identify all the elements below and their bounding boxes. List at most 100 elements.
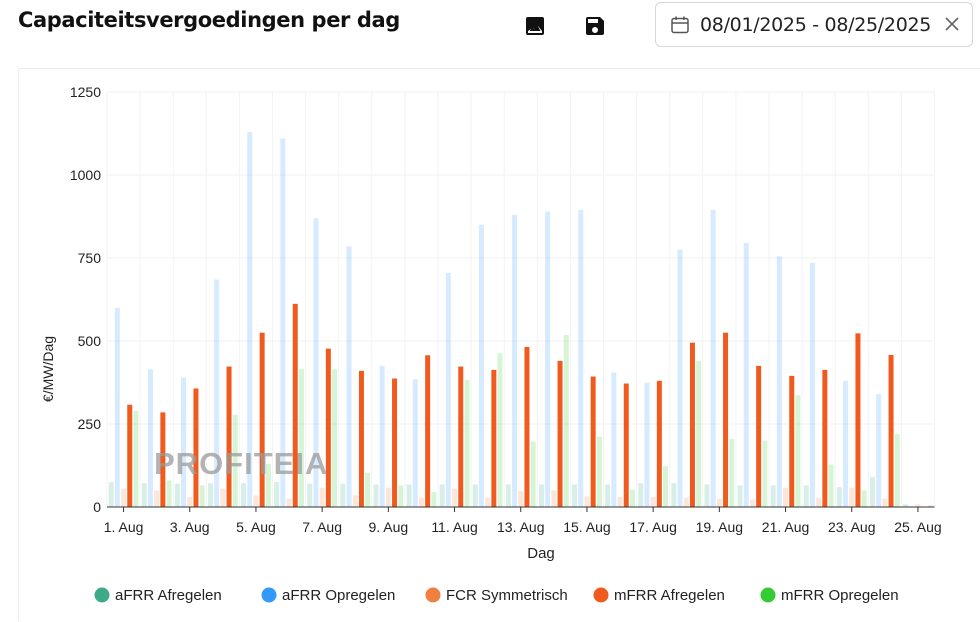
bar-mfrr-opregelen-16 xyxy=(663,466,669,507)
bar-fcr-symmetrisch-8 xyxy=(385,487,391,507)
bar-afrr-afregelen-21 xyxy=(803,485,809,507)
bar-fcr-symmetrisch-20 xyxy=(783,487,789,507)
bar-mfrr-afregelen-22 xyxy=(855,333,861,507)
bar-afrr-afregelen-5 xyxy=(274,482,280,507)
bar-afrr-opregelen-8 xyxy=(379,365,385,507)
bar-afrr-afregelen-17 xyxy=(671,483,677,507)
date-range-picker[interactable]: 08/01/2025 - 08/25/2025 xyxy=(655,2,973,47)
bar-mfrr-opregelen-7 xyxy=(365,472,371,507)
bar-afrr-afregelen-16 xyxy=(638,483,644,507)
bar-mfrr-opregelen-12 xyxy=(530,441,536,507)
bar-mfrr-afregelen-21 xyxy=(822,369,828,507)
bar-mfrr-opregelen-4 xyxy=(265,463,271,507)
bar-afrr-afregelen-11 xyxy=(472,484,478,507)
bar-fcr-symmetrisch-11 xyxy=(485,497,491,507)
y-tick-label-4: 1000 xyxy=(70,167,101,183)
close-icon[interactable] xyxy=(942,14,962,34)
bar-mfrr-opregelen-0 xyxy=(133,410,139,507)
bar-fcr-symmetrisch-16 xyxy=(650,497,656,507)
x-axis-label: Dag xyxy=(527,545,555,562)
bar-afrr-opregelen-1 xyxy=(147,369,153,507)
bar-mfrr-afregelen-13 xyxy=(557,360,563,507)
x-tick-label-10: 21. Aug xyxy=(762,519,810,535)
bar-mfrr-afregelen-9 xyxy=(425,355,431,507)
bar-fcr-symmetrisch-18 xyxy=(716,498,722,507)
y-tick-label-1: 250 xyxy=(78,416,102,432)
bar-afrr-afregelen-7 xyxy=(340,483,346,507)
bar-mfrr-afregelen-1 xyxy=(160,412,166,507)
bar-afrr-opregelen-15 xyxy=(611,372,617,507)
legend-item-1: aFRR Opregelen xyxy=(261,587,395,604)
bar-mfrr-afregelen-5 xyxy=(292,303,298,507)
bar-mfrr-opregelen-17 xyxy=(696,360,702,507)
bar-afrr-opregelen-11 xyxy=(478,224,484,508)
bar-mfrr-opregelen-11 xyxy=(497,353,503,507)
bar-mfrr-opregelen-14 xyxy=(596,436,602,507)
y-tick-label-2: 500 xyxy=(78,333,102,349)
legend-label-3: mFRR Afregelen xyxy=(614,587,725,604)
image-icon[interactable] xyxy=(523,14,547,38)
bar-mfrr-afregelen-17 xyxy=(689,342,695,507)
bar-mfrr-afregelen-6 xyxy=(325,348,331,507)
legend-item-0: aFRR Afregelen xyxy=(94,587,222,604)
x-tick-label-12: 25. Aug xyxy=(894,519,942,535)
bar-afrr-afregelen-10 xyxy=(439,484,445,507)
bar-mfrr-afregelen-2 xyxy=(193,388,199,507)
bar-mfrr-afregelen-0 xyxy=(127,404,133,507)
bar-afrr-opregelen-5 xyxy=(280,138,286,507)
bar-mfrr-afregelen-4 xyxy=(259,332,265,507)
save-icon[interactable] xyxy=(583,14,607,38)
bar-afrr-afregelen-13 xyxy=(538,484,544,507)
bar-afrr-opregelen-10 xyxy=(445,272,451,507)
x-tick-label-2: 5. Aug xyxy=(236,519,276,535)
bar-mfrr-afregelen-8 xyxy=(392,378,398,507)
bar-chart: 0 250 500 750 1000 1250 1. Aug 3. Aug 5. Aug 7. A… xyxy=(40,84,942,604)
bar-mfrr-afregelen-18 xyxy=(723,332,729,507)
bar-mfrr-opregelen-6 xyxy=(332,369,338,507)
bar-afrr-afregelen-14 xyxy=(572,484,578,507)
watermark: PROFITEIA xyxy=(154,446,328,481)
bar-mfrr-opregelen-1 xyxy=(166,480,172,507)
bar-fcr-symmetrisch-15 xyxy=(617,497,623,507)
chart-panel: 0 250 500 750 1000 1250 1. Aug 3. Aug 5. Aug 7. A… xyxy=(18,68,980,621)
legend-label-4: mFRR Opregelen xyxy=(781,587,899,604)
y-tick-label-3: 750 xyxy=(78,250,102,266)
x-tick-label-4: 9. Aug xyxy=(368,519,408,535)
bar-mfrr-opregelen-10 xyxy=(464,379,470,507)
y-tick-label-0: 0 xyxy=(93,499,101,515)
bar-mfrr-opregelen-24 xyxy=(927,505,933,507)
bar-fcr-symmetrisch-5 xyxy=(286,498,292,507)
bar-afrr-afregelen-2 xyxy=(174,483,180,507)
bar-afrr-opregelen-12 xyxy=(512,214,518,507)
bar-afrr-afregelen-20 xyxy=(770,485,776,507)
bar-afrr-afregelen-0 xyxy=(108,482,114,507)
x-tick-label-0: 1. Aug xyxy=(104,519,144,535)
x-tick-label-8: 17. Aug xyxy=(629,519,677,535)
calendar-icon xyxy=(670,15,690,35)
bar-mfrr-opregelen-19 xyxy=(762,440,768,507)
bar-afrr-opregelen-6 xyxy=(313,218,319,507)
bar-mfrr-opregelen-15 xyxy=(629,489,635,507)
bar-fcr-symmetrisch-13 xyxy=(551,490,557,507)
bar-mfrr-opregelen-5 xyxy=(298,369,304,507)
bar-mfrr-opregelen-22 xyxy=(861,490,867,507)
legend-marker-0 xyxy=(94,587,110,603)
x-tick-label-5: 11. Aug xyxy=(431,519,477,535)
legend-item-2: FCR Symmetrisch xyxy=(425,587,568,604)
date-range-value: 08/01/2025 - 08/25/2025 xyxy=(700,14,932,36)
legend-marker-3 xyxy=(593,587,609,603)
bar-fcr-symmetrisch-3 xyxy=(220,488,226,507)
bars xyxy=(108,131,933,508)
legend: aFRR Afregelen aFRR Opregelen FCR Symmetri… xyxy=(94,587,899,604)
bar-mfrr-opregelen-21 xyxy=(828,464,834,507)
bar-fcr-symmetrisch-0 xyxy=(121,488,127,507)
bar-afrr-opregelen-4 xyxy=(247,131,253,507)
x-tick-label-1: 3. Aug xyxy=(170,519,210,535)
bar-mfrr-opregelen-9 xyxy=(431,492,437,507)
bar-afrr-opregelen-18 xyxy=(710,209,716,508)
bar-afrr-afregelen-19 xyxy=(737,485,743,507)
bar-afrr-opregelen-3 xyxy=(214,279,220,507)
bar-afrr-afregelen-15 xyxy=(605,484,611,507)
bar-afrr-opregelen-16 xyxy=(644,382,650,507)
bar-afrr-opregelen-13 xyxy=(545,211,551,507)
